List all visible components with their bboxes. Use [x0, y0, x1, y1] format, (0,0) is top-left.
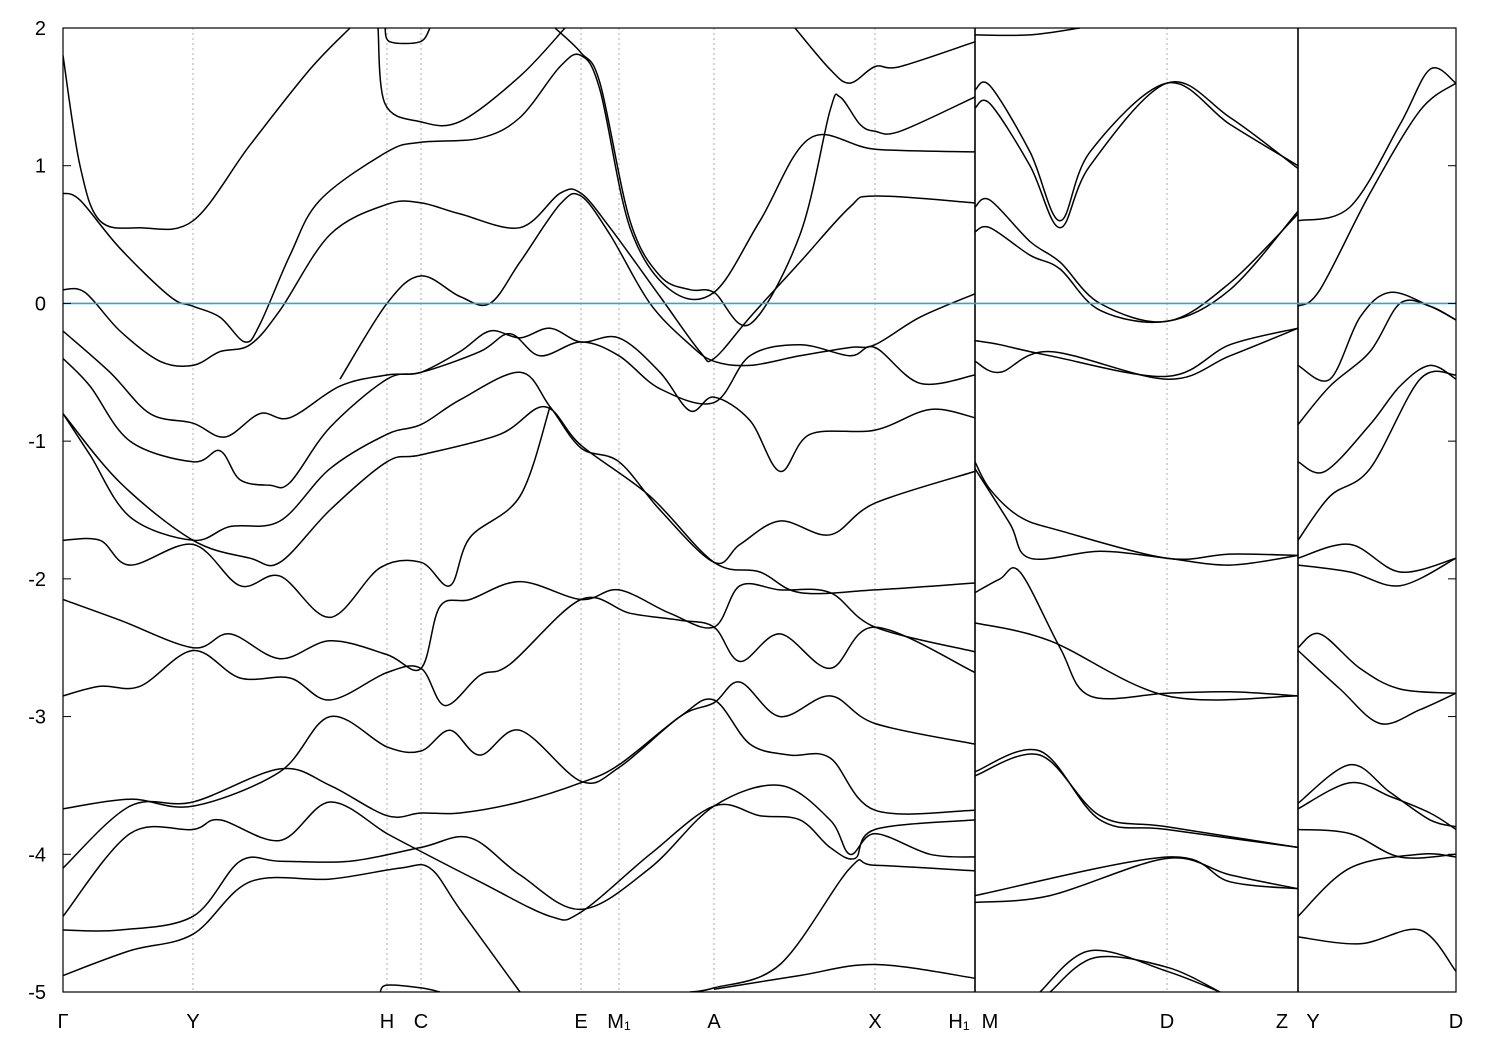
band-line-16: [63, 698, 976, 869]
band-line-20: [689, 859, 976, 992]
band-line-3: [384, 28, 431, 45]
y-tick-label: 2: [35, 18, 46, 40]
band-line-42: [1297, 291, 1456, 382]
band-line-30: [974, 468, 1299, 566]
band-line-36: [974, 857, 1299, 904]
band-line-21: [713, 963, 976, 990]
band-line-25: [974, 197, 1299, 323]
band-line-14: [63, 596, 976, 707]
x-tick-label: H₁: [948, 1011, 969, 1033]
band-line-24: [974, 80, 1299, 229]
y-tick-label: -2: [28, 569, 46, 591]
x-tick-label: X: [868, 1011, 881, 1033]
x-tick-label: C: [414, 1011, 428, 1033]
band-line-26: [974, 210, 1299, 324]
band-line-46: [1297, 543, 1456, 573]
y-tick-label: 1: [35, 156, 46, 178]
y-tick-label: -1: [28, 431, 46, 453]
band-line-54: [1297, 928, 1456, 972]
band-line-32: [974, 622, 1299, 701]
band-line-44: [1297, 364, 1456, 474]
bands: [63, 28, 1456, 992]
x-tick-label: Γ: [57, 1011, 68, 1033]
x-tick-label: D: [1449, 1011, 1463, 1033]
y-tick-label: -3: [28, 707, 46, 729]
y-axis: 2 1 0 -1 -2 -3 -4 -5: [28, 18, 1456, 1004]
x-axis: Γ Y H C E M₁ A X H₁ M D Z Y D: [57, 1011, 1463, 1033]
band-line-23: [974, 81, 1299, 222]
band-line-5: [63, 53, 976, 343]
band-line-8: [63, 327, 976, 489]
band-line-40: [1297, 67, 1456, 222]
band-line-52: [1297, 828, 1456, 859]
band-line-37: [1039, 949, 1221, 992]
band-line-6: [63, 188, 976, 368]
y-tick-label: -4: [28, 844, 46, 866]
band-line-17: [63, 801, 976, 921]
band-line-7: [339, 192, 976, 380]
band-line-48: [1297, 632, 1456, 694]
band-line-4: [794, 28, 976, 84]
x-tick-label: Z: [1276, 1011, 1288, 1033]
band-line-45: [1297, 370, 1456, 541]
band-line-38: [1049, 955, 1221, 992]
band-line-11: [63, 405, 976, 595]
band-line-43: [1297, 299, 1456, 426]
band-line-19: [63, 863, 521, 992]
band-line-50: [1297, 764, 1456, 828]
x-tick-label: D: [1160, 1011, 1174, 1033]
band-line-9: [63, 330, 976, 438]
x-tick-label: M: [982, 1011, 999, 1033]
y-tick-label: -5: [28, 982, 46, 1004]
x-tick-label: H: [380, 1011, 394, 1033]
band-line-31: [974, 566, 1299, 700]
band-line-28: [974, 327, 1299, 380]
band-line-53: [1297, 853, 1456, 917]
band-line-33: [974, 748, 1299, 849]
x-tick-label: Y: [1306, 1011, 1319, 1033]
x-tick-label: M₁: [607, 1011, 631, 1033]
band-line-49: [1297, 649, 1456, 725]
band-line-39: [974, 28, 1081, 37]
band-line-15: [63, 681, 976, 810]
band-line-12: [63, 406, 551, 619]
band-line-22: [379, 984, 441, 992]
band-line-34: [974, 753, 1299, 849]
band-line-1: [377, 28, 566, 127]
band-line-29: [974, 461, 1299, 561]
band-line-35: [974, 856, 1299, 897]
x-tick-label: A: [707, 1011, 721, 1033]
plot-frame: [62, 27, 1457, 993]
band-line-10: [63, 371, 976, 565]
band-line-27: [974, 327, 1299, 378]
band-line-41: [1297, 82, 1456, 307]
grid-lines: [192, 28, 1299, 992]
x-tick-label: Y: [186, 1011, 199, 1033]
y-tick-label: 0: [35, 293, 46, 315]
band-line-0: [63, 28, 351, 231]
band-line-13: [63, 580, 976, 672]
band-line-2: [554, 28, 976, 327]
band-line-47: [1297, 557, 1456, 587]
band-line-51: [1297, 781, 1456, 831]
x-tick-label: E: [574, 1011, 587, 1033]
band-line-18: [63, 784, 976, 932]
